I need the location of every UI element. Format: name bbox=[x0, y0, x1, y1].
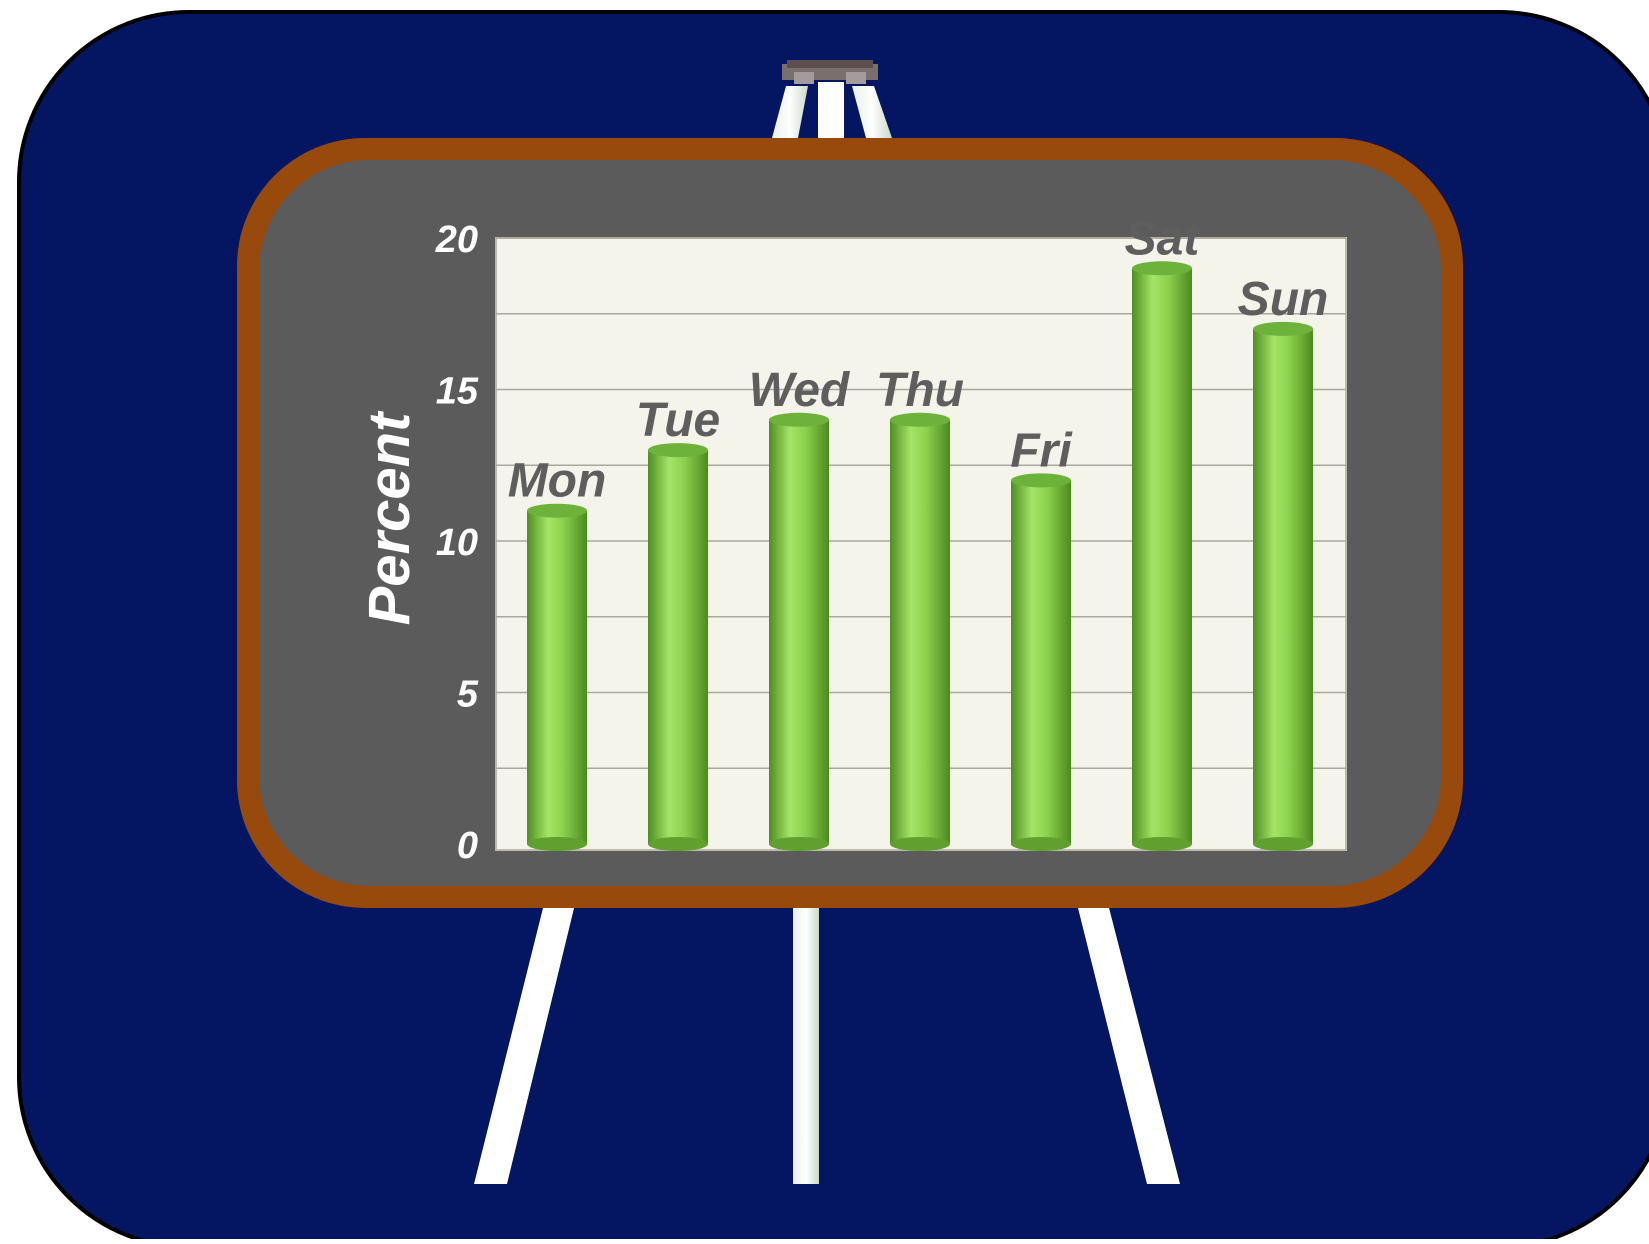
bar-sat bbox=[1132, 261, 1192, 851]
y-axis-tick-labels: 0 5 10 15 20 bbox=[435, 219, 479, 867]
bar-thu bbox=[890, 412, 950, 851]
easel-top-left-leg bbox=[772, 86, 808, 138]
y-tick-label: 10 bbox=[436, 522, 478, 564]
bar-base bbox=[890, 837, 950, 851]
bar-sun bbox=[1253, 321, 1313, 851]
category-label: Thu bbox=[876, 364, 964, 417]
bar-body bbox=[527, 510, 587, 844]
bar-base bbox=[527, 837, 587, 851]
easel-center-leg bbox=[793, 900, 819, 1184]
bar-mon bbox=[527, 503, 587, 851]
bar-base bbox=[648, 837, 708, 851]
easel-left-leg bbox=[474, 900, 576, 1184]
bar-base bbox=[769, 837, 829, 851]
bar-body bbox=[890, 419, 950, 844]
bar-base bbox=[1011, 837, 1071, 851]
easel-top-center-post bbox=[818, 82, 844, 142]
bars bbox=[527, 261, 1313, 851]
bar-body bbox=[648, 450, 708, 844]
y-axis-label: Percent bbox=[357, 410, 422, 625]
y-tick-label: 0 bbox=[457, 825, 478, 867]
y-tick-label: 5 bbox=[457, 674, 479, 716]
bar-top bbox=[1132, 261, 1192, 276]
category-label: Tue bbox=[636, 394, 720, 447]
category-label: Sat bbox=[1125, 212, 1202, 265]
bar-body bbox=[769, 419, 829, 844]
easel-top-right-leg bbox=[852, 86, 892, 138]
bar-top bbox=[1011, 473, 1071, 488]
bar-base bbox=[1253, 837, 1313, 851]
category-label: Sun bbox=[1238, 273, 1329, 326]
bar-tue bbox=[648, 443, 708, 851]
bar-body bbox=[1011, 480, 1071, 844]
category-label: Fri bbox=[1010, 424, 1073, 477]
category-label: Wed bbox=[749, 364, 851, 417]
bar-fri bbox=[1011, 473, 1071, 851]
bar-top bbox=[1253, 321, 1313, 336]
y-tick-label: 15 bbox=[436, 371, 479, 413]
bar-body bbox=[1253, 328, 1313, 844]
bar-body bbox=[1132, 268, 1192, 844]
easel-clamp bbox=[782, 60, 878, 84]
bar-top bbox=[769, 412, 829, 427]
category-label: Mon bbox=[508, 455, 607, 508]
bar-base bbox=[1132, 837, 1192, 851]
bar-top bbox=[527, 503, 587, 518]
easel-right-leg bbox=[1076, 900, 1180, 1184]
bar-top bbox=[890, 412, 950, 427]
category-labels: Mon Tue Wed Thu Fri Sat Sun bbox=[508, 212, 1329, 507]
y-tick-label: 20 bbox=[435, 219, 478, 261]
bar-top bbox=[648, 443, 708, 458]
bar-wed bbox=[769, 412, 829, 851]
